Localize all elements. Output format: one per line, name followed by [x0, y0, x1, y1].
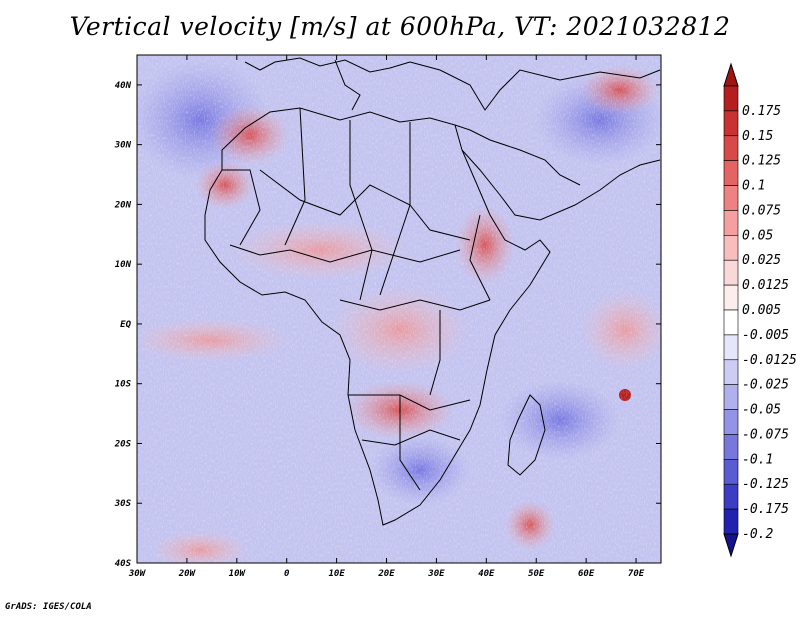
lat-tick-label: 30S	[114, 499, 132, 509]
lon-tick-label: 10E	[328, 569, 345, 579]
lat-tick-label: 10S	[115, 380, 132, 390]
colorbar-swatch	[723, 210, 739, 236]
colorbar-label: 0.075	[742, 203, 781, 218]
colorbar-swatch	[723, 135, 739, 161]
colorbar-label: -0.125	[742, 477, 789, 492]
colorbar-top-cap	[723, 62, 739, 87]
colorbar-swatch	[723, 483, 739, 510]
colorbar-bottom-cap	[723, 533, 739, 558]
colorbar-label: 0.1	[742, 179, 765, 194]
colorbar-swatch	[723, 85, 739, 112]
lon-tick-label: 20W	[178, 569, 197, 579]
plot-border	[136, 54, 662, 564]
latitude-axis: 40N 30N 20N 10N EQ 10S 20S 30S 40S	[114, 81, 661, 569]
colorbar-swatch	[723, 334, 739, 361]
colorbar-label: -0.025	[742, 378, 789, 393]
colorbar-label: -0.2	[742, 527, 773, 542]
lon-tick-label: 20E	[377, 569, 395, 579]
colorbar-swatch	[723, 284, 739, 311]
colorbar-label: -0.1	[742, 452, 773, 467]
colorbar-swatch	[723, 359, 739, 385]
colorbar-swatch	[723, 409, 739, 435]
lat-tick-label: 30N	[114, 141, 132, 151]
colorbar-swatch	[723, 434, 739, 460]
colorbar-swatch	[723, 309, 739, 336]
colorbar-label: -0.075	[742, 427, 789, 442]
grads-credit: GrADS: IGES/COLA	[5, 602, 92, 612]
colorbar-label: -0.005	[742, 328, 789, 343]
lat-tick-label: 20S	[114, 439, 132, 449]
lon-tick-label: 10W	[229, 569, 247, 579]
colorbar-label: 0.0125	[742, 278, 789, 293]
coastlines	[204, 57, 661, 526]
vertical-velocity-field	[137, 55, 661, 563]
colorbar-swatch	[723, 459, 739, 485]
lon-tick-label: 0	[284, 569, 290, 579]
lon-tick-label: 70E	[628, 569, 645, 579]
colorbar-swatch	[723, 235, 739, 261]
longitude-axis: 30W 20W 10W 0 10E 20E 30E 40E 50E 60E 70E	[128, 55, 645, 579]
colorbar-label: 0.025	[742, 253, 781, 268]
lon-tick-label: 60E	[578, 569, 595, 579]
colorbar-label: 0.05	[742, 228, 773, 243]
colorbar-label: 0.005	[742, 303, 781, 318]
colorbar-swatch	[723, 185, 739, 211]
colorbar-label: 0.15	[742, 129, 773, 144]
chart-title: Vertical velocity [m/s] at 600hPa, VT: 2…	[69, 12, 731, 41]
colorbar-swatch	[723, 110, 739, 137]
colorbar-label: -0.0125	[742, 353, 797, 368]
colorbar-label: -0.175	[742, 502, 789, 517]
lon-tick-label: 50E	[528, 569, 545, 579]
colorbar: 0.175 0.15 0.125 0.1 0.075 0.05 0.025 0.0125 0.0…	[723, 62, 797, 558]
colorbar-label: 0.125	[742, 154, 781, 169]
colorbar-swatch	[723, 508, 739, 535]
lat-tick-label: 40S	[115, 559, 132, 569]
lat-tick-label: EQ	[120, 320, 131, 330]
colorbar-swatch	[723, 384, 739, 410]
colorbar-label: -0.05	[742, 403, 781, 418]
lat-tick-label: 40N	[115, 81, 132, 91]
lat-tick-label: 10N	[115, 260, 132, 270]
lon-tick-label: 30W	[128, 569, 147, 579]
colorbar-swatch	[723, 259, 739, 286]
colorbar-swatch	[723, 160, 739, 186]
lon-tick-label: 40E	[478, 569, 495, 579]
colorbar-label: 0.175	[742, 104, 781, 119]
lon-tick-label: 30E	[427, 569, 445, 579]
lat-tick-label: 20N	[114, 200, 132, 210]
